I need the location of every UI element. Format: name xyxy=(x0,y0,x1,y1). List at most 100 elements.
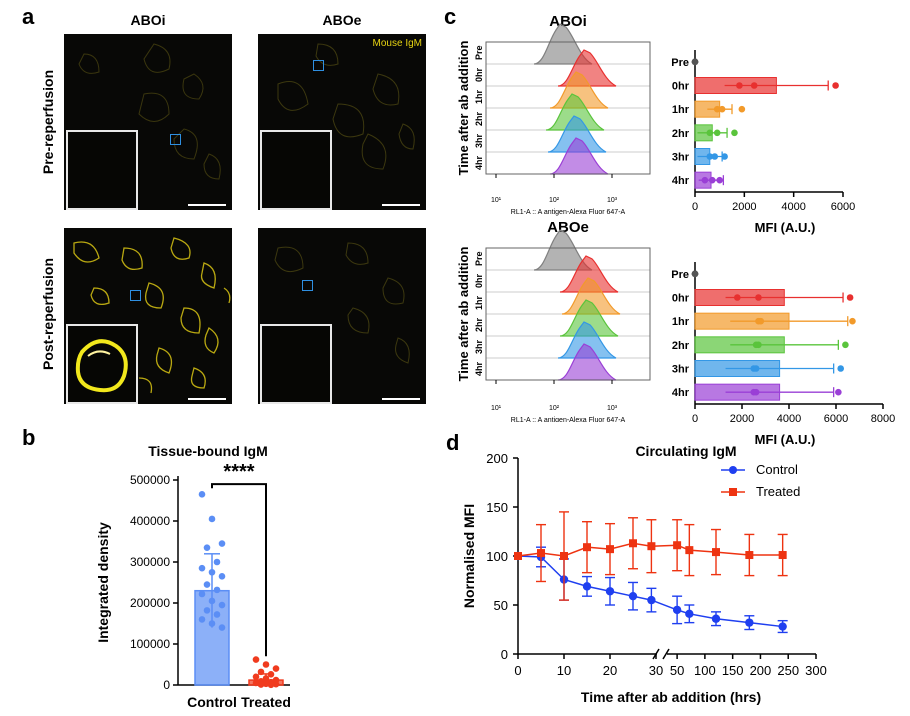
legend-marker xyxy=(729,466,737,474)
y-tick-label: 400000 xyxy=(130,514,170,528)
panel-a-row-header-pre: Pre-reperfusion xyxy=(40,69,56,175)
legend-marker xyxy=(729,488,737,496)
data-point-control xyxy=(647,595,656,605)
x-tick-label: 100 xyxy=(694,663,716,678)
data-point xyxy=(252,673,260,681)
data-point-treated xyxy=(712,548,720,557)
chart-mfi-abo-i: 0 2000 4000 6000 MFI (A.U.) Pre 0hr 1hr 2hr 3hr 4h… xyxy=(671,50,855,235)
x-tick-label: 10¹ xyxy=(491,405,502,412)
x-axis-label: RL1-A :: A antigen-Alexa Fluor 647-A xyxy=(511,209,626,216)
data-point xyxy=(208,515,216,523)
inset-zoom xyxy=(260,324,332,404)
category-label: Pre xyxy=(671,57,689,69)
inset-zoom xyxy=(66,324,138,404)
micrograph-aboi-post xyxy=(64,228,232,404)
x-tick-label: 0 xyxy=(514,663,521,678)
x-tick-label: 2000 xyxy=(730,413,754,425)
chart-circulating-igm: Circulating IgM 0 50 100 150 200 0 10 20 30 50 100 1… xyxy=(461,443,827,705)
data-point-control xyxy=(672,605,682,615)
category-label: 3hr xyxy=(672,364,690,376)
data-point xyxy=(716,176,723,184)
data-point xyxy=(267,671,275,678)
histogram-curve xyxy=(559,299,619,337)
category-label: 0hr xyxy=(672,293,690,305)
chart-title: Circulating IgM xyxy=(635,443,736,459)
time-label: 3hr xyxy=(474,339,484,354)
x-tick-label: 10 xyxy=(557,663,571,678)
scale-bar xyxy=(188,398,226,400)
data-point xyxy=(849,317,856,325)
data-point xyxy=(213,611,221,618)
chart-tissue-bound-igm: Tissue-bound IgM 0 100000 200000 300000 40000… xyxy=(95,443,291,710)
data-point xyxy=(708,176,716,184)
time-label: 0hr xyxy=(474,67,484,82)
data-point xyxy=(208,597,216,605)
data-point xyxy=(262,675,270,682)
histogram-frame xyxy=(485,247,651,381)
x-tick-label: 300 xyxy=(805,663,827,678)
data-point xyxy=(262,680,270,688)
data-point-control xyxy=(745,618,754,627)
histogram-curve xyxy=(547,115,607,153)
data-point-treated xyxy=(745,551,754,560)
data-point-treated xyxy=(673,541,682,550)
data-point xyxy=(837,365,844,372)
data-point xyxy=(198,616,206,623)
inset-zoom xyxy=(66,130,138,210)
data-point xyxy=(718,105,726,113)
scale-bar xyxy=(188,204,226,206)
time-label: 4hr xyxy=(474,155,484,170)
histogram-curve xyxy=(559,255,619,293)
y-axis-label: Integrated density xyxy=(95,522,111,643)
x-tick-label: 4000 xyxy=(777,413,801,425)
data-point-treated xyxy=(647,542,656,551)
data-point xyxy=(218,540,226,547)
data-point xyxy=(750,82,758,89)
panel-a-col-header-abo-e: ABOe xyxy=(322,12,362,28)
x-tick-label: 8000 xyxy=(871,413,895,425)
x-axis-label: MFI (A.U.) xyxy=(755,432,816,447)
legend-label: Treated xyxy=(756,484,800,499)
data-point xyxy=(218,601,226,609)
y-tick-label: 0 xyxy=(163,678,170,692)
x-tick-label: 20 xyxy=(603,663,617,678)
y-tick-label: 0 xyxy=(501,647,508,662)
data-point xyxy=(711,153,719,160)
y-tick-label: 300000 xyxy=(130,555,170,569)
data-point-control xyxy=(685,609,694,619)
data-point xyxy=(752,388,760,396)
y-tick-label: 50 xyxy=(494,598,508,613)
category-label: Pre xyxy=(671,269,689,281)
data-point xyxy=(203,581,211,588)
x-tick-label: 200 xyxy=(750,663,772,678)
panel-a-row-header-post: Post-reperfusion xyxy=(40,258,56,371)
tissue-outlines-aboe-post xyxy=(274,242,410,364)
data-point xyxy=(835,388,842,396)
x-tick-label: 10¹ xyxy=(491,197,502,204)
histogram-curve xyxy=(549,71,609,109)
data-point xyxy=(208,620,216,627)
histogram-curve xyxy=(549,137,609,175)
data-point xyxy=(738,105,746,113)
data-point xyxy=(701,176,709,184)
data-point-treated xyxy=(685,546,694,555)
data-point xyxy=(842,341,849,349)
time-label: 4hr xyxy=(474,361,484,376)
data-point-treated xyxy=(629,539,637,548)
inset-glomerulus xyxy=(75,339,128,393)
micrograph-aboi-pre xyxy=(64,34,232,210)
data-point xyxy=(198,491,206,498)
data-point xyxy=(213,558,221,566)
scale-bar xyxy=(382,398,420,400)
category-label: 4hr xyxy=(672,387,690,399)
data-point xyxy=(721,153,728,160)
x-tick-label: 4000 xyxy=(781,201,805,213)
time-label: 3hr xyxy=(474,133,484,148)
significance-annotation: **** xyxy=(223,461,254,483)
x-tick-label: 6000 xyxy=(831,201,855,213)
inset-zoom xyxy=(260,130,332,210)
data-point xyxy=(208,568,216,576)
x-tick-label: 30 xyxy=(649,663,663,678)
x-axis-label: MFI (A.U.) xyxy=(755,220,816,235)
